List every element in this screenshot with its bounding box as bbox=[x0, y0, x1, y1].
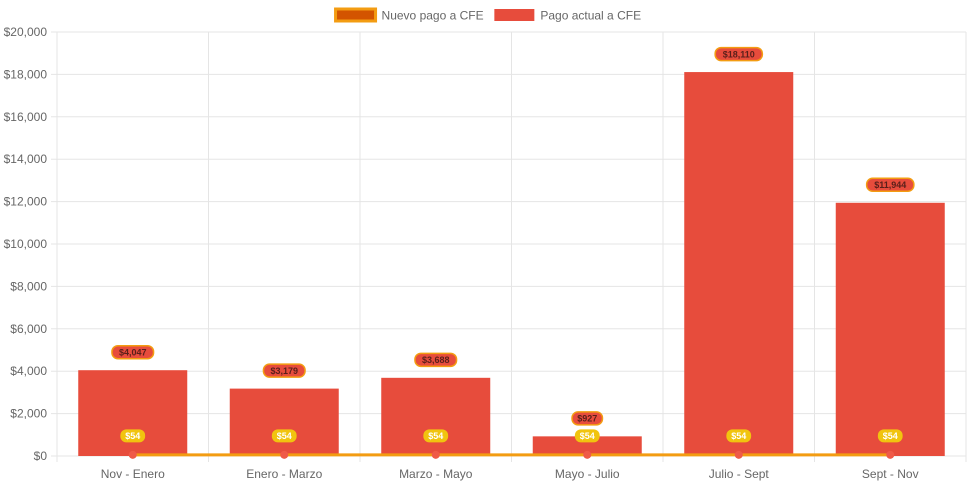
y-tick-label: $8,000 bbox=[10, 279, 47, 293]
line-data-label-bg bbox=[271, 429, 297, 443]
line-point[interactable] bbox=[886, 450, 895, 459]
bar-data-label: $3,688 bbox=[422, 355, 450, 365]
line-data-label: $54 bbox=[277, 431, 292, 441]
bar-data-label-bg bbox=[865, 177, 915, 193]
x-tick-label: Sept - Nov bbox=[862, 467, 919, 481]
line-data-label-bg bbox=[726, 429, 752, 443]
y-tick-label: $4,000 bbox=[10, 364, 47, 378]
x-tick-label: Enero - Marzo bbox=[246, 467, 322, 481]
x-axis: Nov - Enero Enero - Marzo Marzo - Mayo Mayo… bbox=[101, 467, 919, 481]
bar-data-label: $3,179 bbox=[270, 366, 298, 376]
legend-label: Nuevo pago a CFE bbox=[382, 9, 484, 23]
line-data-label-bg bbox=[120, 429, 146, 443]
bar[interactable] bbox=[229, 388, 339, 456]
bar[interactable] bbox=[532, 436, 642, 456]
legend-swatch bbox=[494, 9, 535, 21]
x-tick-label: Marzo - Mayo bbox=[399, 467, 473, 481]
y-axis: $0 $2,000 $4,000 $6,000 $8,000 $10,000 $12,000… bbox=[4, 25, 48, 463]
bar-data-label-bg bbox=[414, 352, 458, 368]
bar-data-label-bg bbox=[714, 46, 764, 62]
line-point[interactable] bbox=[583, 450, 592, 459]
line-point[interactable] bbox=[280, 450, 289, 459]
bar-data-label-bg bbox=[262, 363, 306, 378]
line-point[interactable] bbox=[128, 450, 137, 459]
line-data-label: $54 bbox=[883, 431, 898, 441]
legend[interactable]: Nuevo pago a CFE Pago actual a CFE bbox=[334, 7, 642, 23]
line-data-label: $54 bbox=[731, 431, 746, 441]
line-point[interactable] bbox=[431, 450, 440, 459]
bar[interactable] bbox=[381, 377, 491, 456]
legend-item[interactable]: Nuevo pago a CFE bbox=[334, 7, 484, 23]
line-data-label: $54 bbox=[125, 431, 140, 441]
data-labels: $4,047 $3,179 $3,688 $927 $18,110 $11,944 $54 $… bbox=[111, 46, 915, 443]
bar[interactable] bbox=[835, 202, 945, 456]
bar-data-label: $4,047 bbox=[119, 347, 147, 357]
y-tick-label: $12,000 bbox=[4, 195, 48, 209]
legend-swatch bbox=[334, 7, 378, 23]
y-tick-label: $10,000 bbox=[4, 237, 48, 251]
line-data-label: $54 bbox=[580, 431, 595, 441]
line-data-label-bg bbox=[574, 429, 600, 443]
bar[interactable] bbox=[78, 370, 188, 456]
grid-layer bbox=[51, 31, 967, 462]
x-tick-label: Mayo - Julio bbox=[555, 467, 620, 481]
line-series bbox=[128, 450, 895, 459]
bar[interactable] bbox=[684, 72, 794, 457]
x-tick-label: Nov - Enero bbox=[101, 467, 165, 481]
y-tick-label: $2,000 bbox=[10, 407, 47, 421]
legend-label: Pago actual a CFE bbox=[540, 9, 641, 23]
bar-data-label-bg bbox=[111, 344, 155, 360]
bar-data-label: $11,944 bbox=[874, 180, 906, 190]
y-tick-label: $0 bbox=[34, 449, 48, 463]
y-tick-label: $20,000 bbox=[4, 25, 48, 39]
bar-data-label: $18,110 bbox=[723, 49, 755, 59]
x-tick-label: Julio - Sept bbox=[709, 467, 770, 481]
y-tick-label: $6,000 bbox=[10, 322, 47, 336]
line-data-label-bg bbox=[423, 429, 449, 443]
bar-data-label: $927 bbox=[577, 414, 597, 424]
y-tick-label: $16,000 bbox=[4, 110, 48, 124]
legend-item[interactable]: Pago actual a CFE bbox=[494, 9, 641, 23]
line-point[interactable] bbox=[734, 450, 743, 459]
bar-series bbox=[78, 72, 945, 457]
line-data-label-bg bbox=[877, 429, 903, 443]
line-data-label: $54 bbox=[428, 431, 443, 441]
y-tick-label: $18,000 bbox=[4, 67, 48, 81]
y-tick-label: $14,000 bbox=[4, 152, 48, 166]
bar-data-label-bg bbox=[571, 411, 604, 426]
